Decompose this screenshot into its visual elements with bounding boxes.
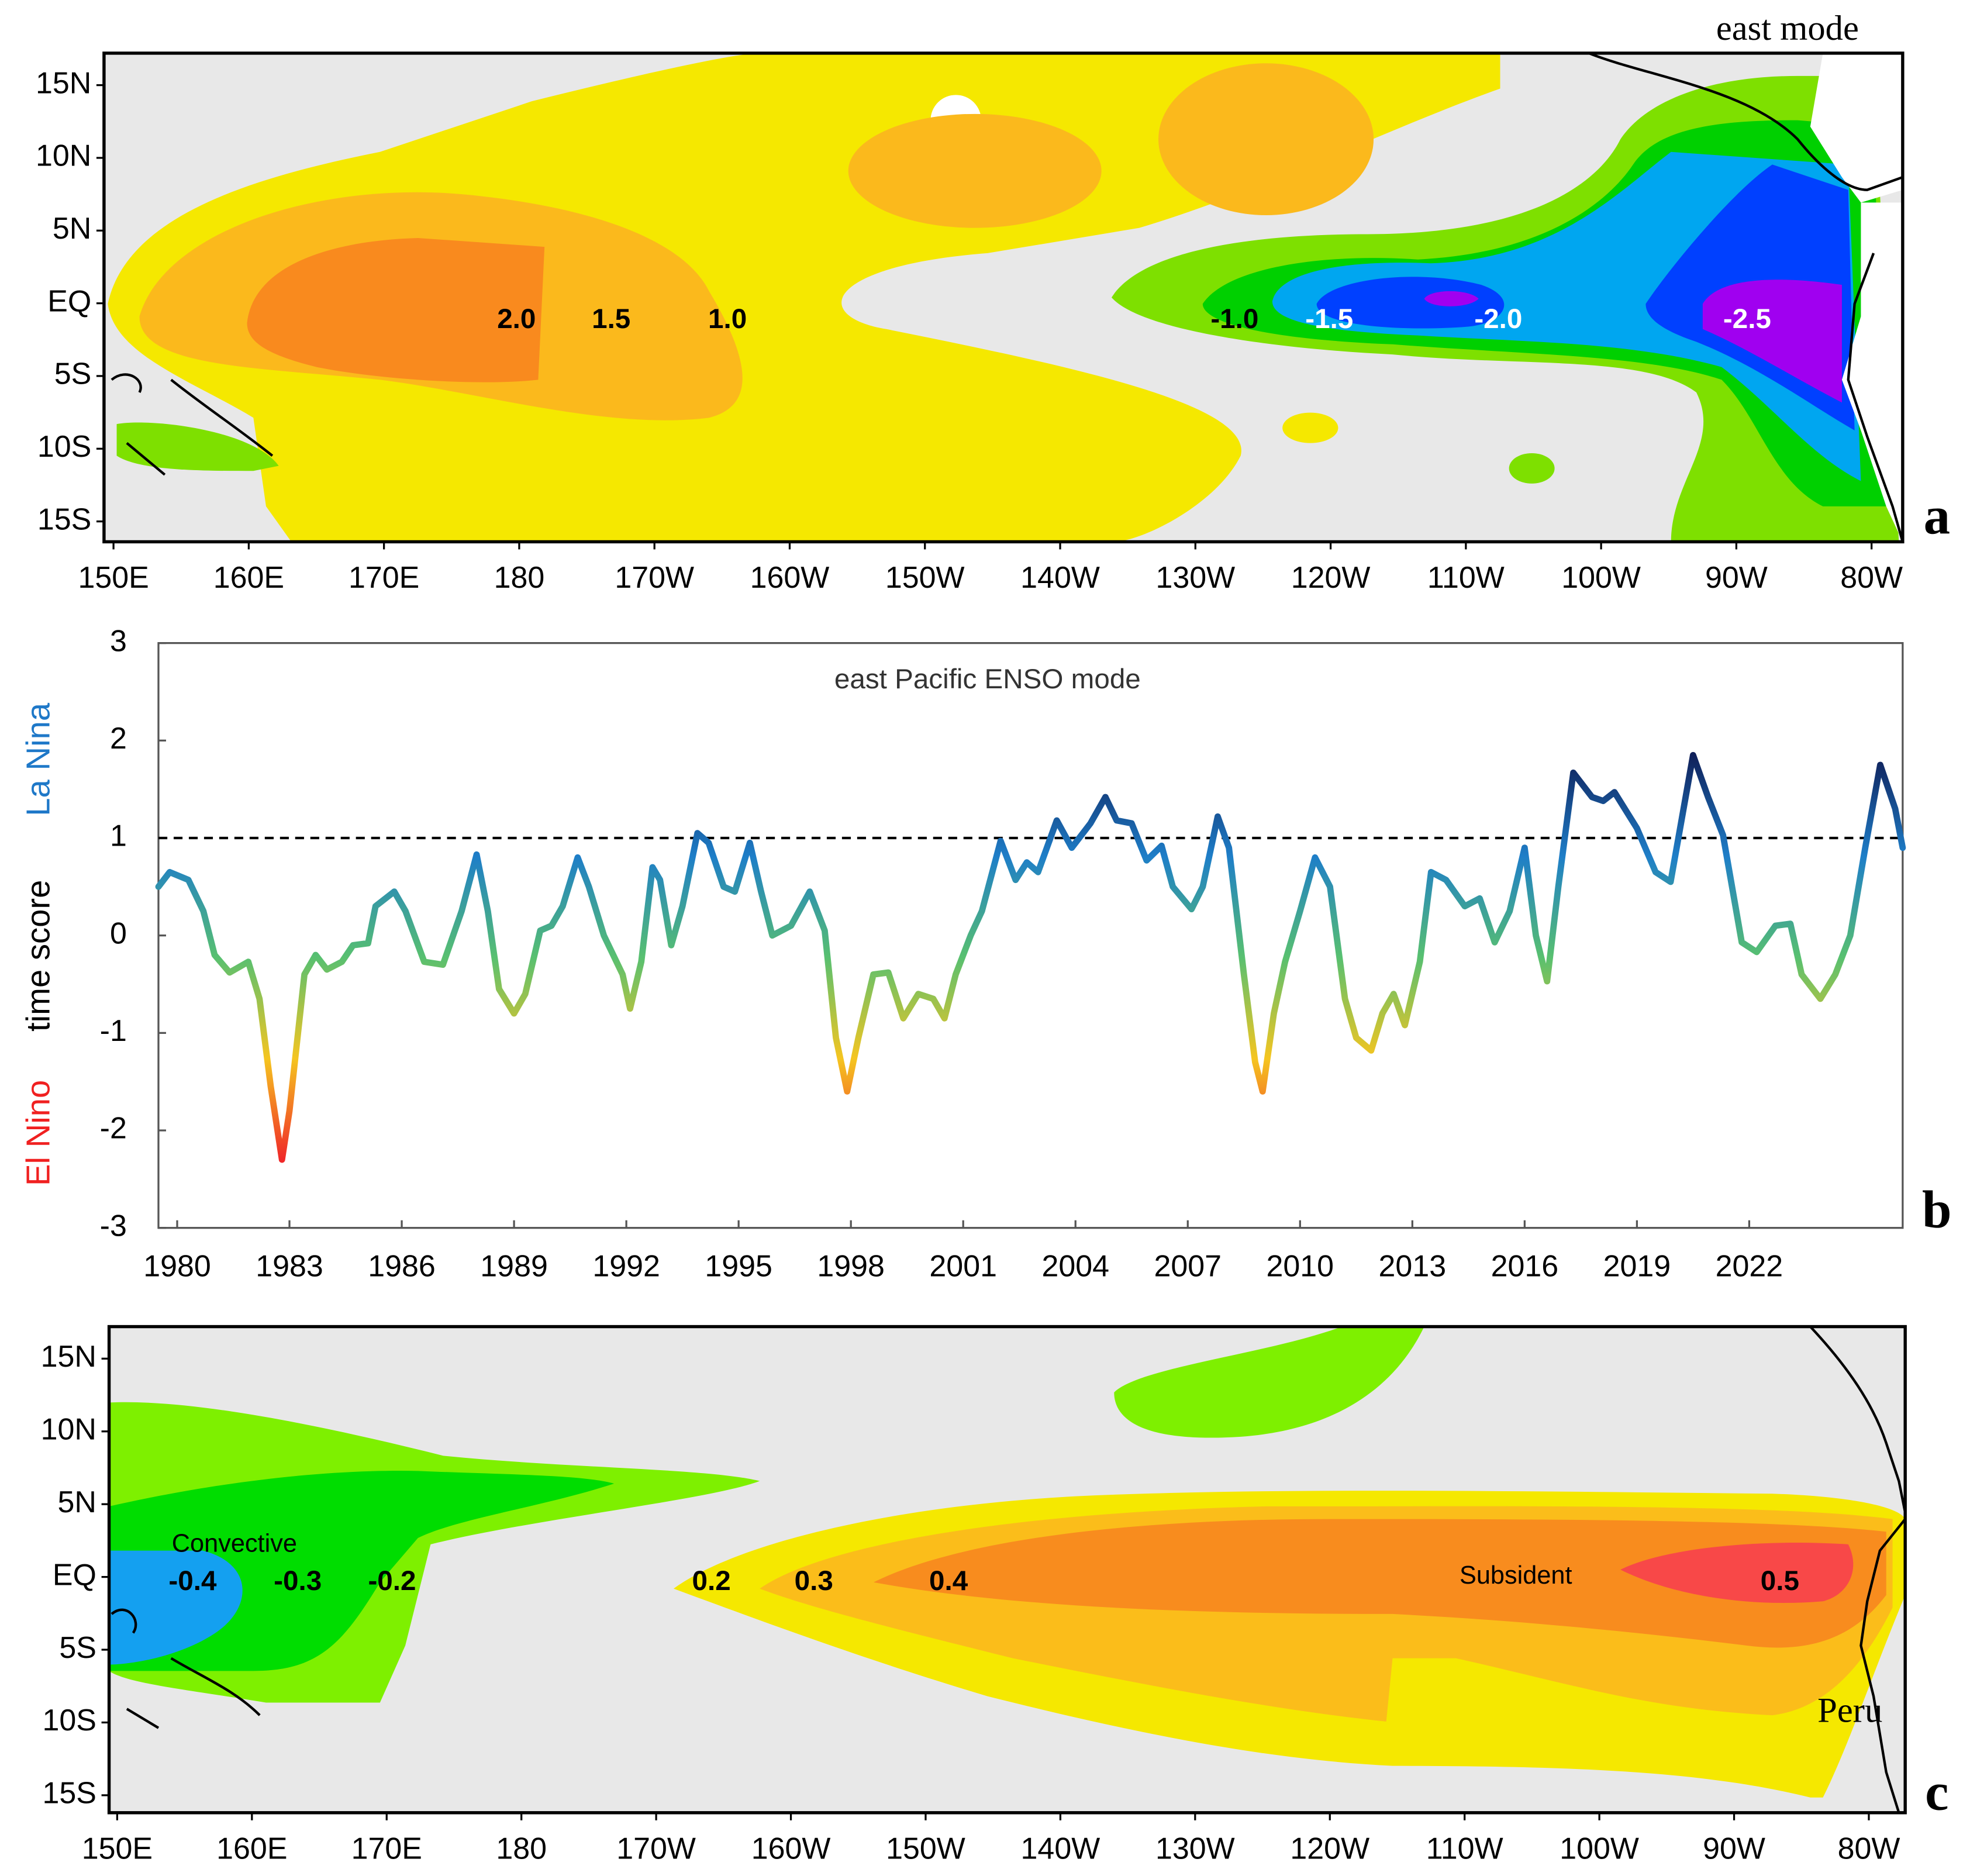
contour-label: -1.5 — [1305, 304, 1353, 334]
x-tick-label: 130W — [1155, 561, 1235, 595]
x-tick-label: 110W — [1427, 561, 1505, 595]
y-tick-label: 10S — [37, 430, 91, 464]
x-tick-label: 170W — [615, 561, 694, 595]
y-tick-label: 10N — [41, 1412, 96, 1446]
y-tick-label: 15N — [36, 66, 91, 100]
x-tick-label: 160E — [216, 1832, 287, 1865]
x-tick-label: 2022 — [1716, 1250, 1783, 1284]
contour-label: -0.3 — [274, 1565, 322, 1596]
contour-label: 0.2 — [692, 1565, 730, 1596]
x-tick-label: 1989 — [480, 1250, 548, 1284]
x-tick-label: 1983 — [256, 1250, 323, 1284]
x-tick-label: 2010 — [1267, 1250, 1334, 1284]
y-tick-label: -2 — [100, 1112, 127, 1146]
y-tick-label: 3 — [110, 624, 127, 658]
y-tick-label: 5S — [54, 357, 92, 391]
x-tick-label: 80W — [1840, 561, 1903, 595]
map-a-fields — [103, 53, 1903, 542]
y-tick-label: 2 — [110, 722, 127, 756]
annotation: Convective — [172, 1529, 297, 1557]
y-tick-label: 15S — [42, 1777, 96, 1811]
contour-label: -2.5 — [1723, 304, 1771, 334]
y-tick-label: 15N — [41, 1340, 96, 1374]
x-tick-label: 170W — [616, 1832, 696, 1865]
contour-label: 0.3 — [795, 1565, 833, 1596]
x-tick-label: 160E — [213, 561, 284, 595]
y-axis-label: time score — [20, 880, 57, 1032]
x-tick-label: 90W — [1703, 1832, 1765, 1865]
contour-label: 0.4 — [929, 1565, 968, 1596]
panel-letter: c — [1925, 1763, 1948, 1822]
x-tick-label: 150W — [886, 1832, 965, 1865]
x-tick-label: 1980 — [143, 1250, 211, 1284]
x-tick-label: 1992 — [592, 1250, 660, 1284]
contour-label: 1.5 — [592, 304, 630, 334]
x-tick-label: 100W — [1561, 561, 1641, 595]
y-tick-label: 5N — [58, 1485, 96, 1519]
y-tick-label: EQ — [47, 284, 91, 318]
map-c-fields — [109, 1326, 1906, 1813]
x-tick-label: 1995 — [705, 1250, 772, 1284]
x-tick-label: 150E — [78, 561, 149, 595]
x-tick-label: 160W — [751, 1832, 831, 1865]
x-tick-label: 120W — [1290, 1832, 1369, 1865]
y-tick-label: 10S — [42, 1703, 96, 1737]
x-tick-label: 150E — [82, 1832, 153, 1865]
x-tick-label: 100W — [1560, 1832, 1639, 1865]
y-tick-label: 5S — [59, 1631, 96, 1665]
y-axis-label: El Nino — [20, 1080, 57, 1186]
contour-label: 2.0 — [497, 304, 536, 334]
x-tick-label: 1986 — [368, 1250, 436, 1284]
y-axis-label: La Nina — [20, 702, 57, 816]
contour-label: -1.0 — [1210, 304, 1258, 334]
contour-label: 0.5 — [1761, 1565, 1799, 1596]
x-tick-label: 150W — [885, 561, 965, 595]
x-tick-label: 180 — [494, 561, 545, 595]
y-tick-label: 15S — [37, 502, 91, 536]
y-tick-label: 0 — [110, 916, 127, 950]
x-tick-label: 170E — [349, 561, 419, 595]
y-tick-label: 10N — [36, 139, 91, 173]
x-tick-label: 170E — [351, 1832, 422, 1865]
annotation: Subsident — [1460, 1561, 1572, 1589]
chart-title: east Pacific ENSO mode — [834, 664, 1141, 695]
annotation: east mode — [1716, 9, 1859, 48]
x-tick-label: 2016 — [1491, 1250, 1559, 1284]
contour-label: -0.2 — [368, 1565, 416, 1596]
y-tick-label: -1 — [100, 1014, 127, 1048]
x-tick-label: 120W — [1291, 561, 1371, 595]
x-tick-label: 1998 — [817, 1250, 885, 1284]
y-tick-label: 5N — [53, 212, 91, 246]
x-tick-label: 90W — [1705, 561, 1768, 595]
y-tick-label: 1 — [110, 819, 127, 853]
y-tick-label: -3 — [100, 1209, 127, 1243]
map-frame — [102, 51, 1905, 544]
x-tick-label: 110W — [1426, 1832, 1503, 1865]
time-series-line — [155, 751, 1906, 1163]
panel-letter: b — [1922, 1180, 1952, 1239]
y-tick-label: EQ — [53, 1558, 96, 1592]
x-tick-label: 2007 — [1154, 1250, 1222, 1284]
x-tick-label: 160W — [750, 561, 830, 595]
x-tick-label: 2004 — [1041, 1250, 1109, 1284]
x-tick-label: 2001 — [929, 1250, 997, 1284]
x-tick-label: 80W — [1838, 1832, 1900, 1865]
x-tick-label: 140W — [1021, 1832, 1100, 1865]
x-tick-label: 2019 — [1603, 1250, 1671, 1284]
x-tick-label: 180 — [496, 1832, 547, 1865]
x-tick-label: 130W — [1155, 1832, 1235, 1865]
contour-label: 1.0 — [708, 304, 747, 334]
x-tick-label: 140W — [1020, 561, 1100, 595]
contour-label: -2.0 — [1474, 304, 1522, 334]
panel-letter: a — [1924, 487, 1950, 546]
contour-label: -0.4 — [168, 1565, 217, 1596]
annotation: Peru — [1817, 1691, 1882, 1730]
x-tick-label: 2013 — [1379, 1250, 1447, 1284]
map-frame — [107, 1325, 1907, 1815]
